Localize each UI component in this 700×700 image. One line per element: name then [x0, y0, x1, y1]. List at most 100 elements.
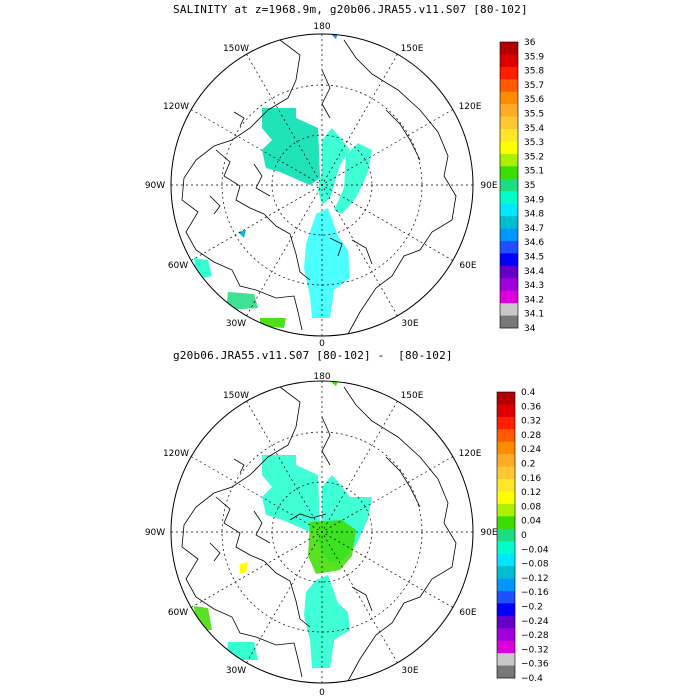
colorbar-swatch — [500, 265, 518, 279]
lon-label-150w: 150W — [223, 44, 249, 54]
panel1-map: 180 150W 150E 120W 120E 90W 90E 60W 60E … — [145, 22, 498, 349]
colorbar-swatch — [500, 178, 518, 192]
panel1-colorbar: 36 35.9 35.8 35.7 35.6 35.5 35.4 35.3 35.2 35.1 35… — [499, 38, 544, 334]
lon-label-60e: 60E — [459, 261, 476, 271]
colorbar-tick-label: 0.24 — [521, 445, 541, 455]
colorbar-swatch — [497, 628, 515, 641]
colorbar-swatch — [497, 528, 515, 542]
colorbar-tick-label: 36 — [524, 38, 536, 48]
colorbar-tick-label: 34.7 — [524, 224, 544, 234]
colorbar-swatch — [500, 129, 518, 142]
colorbar-tick-label: 0.12 — [521, 488, 541, 498]
colorbar-swatch — [500, 141, 518, 155]
colorbar-swatch — [500, 290, 518, 304]
colorbar-swatch — [500, 54, 518, 68]
colorbar-tick-label: 0.2 — [521, 460, 535, 470]
panel2-colorbar: 0.4 0.36 0.32 0.28 0.24 0.2 0.16 0.12 0.08 0.04 0 −… — [496, 388, 549, 684]
colorbar-tick-label: 35.3 — [524, 138, 544, 148]
colorbar-tick-label: 34.5 — [524, 253, 544, 263]
colorbar-swatch — [497, 653, 515, 666]
lon-label-150w: 150W — [223, 391, 249, 401]
lon-label-120e: 120E — [459, 449, 482, 459]
colorbar-swatch — [500, 42, 518, 55]
colorbar-swatch — [500, 240, 518, 254]
colorbar-tick-label: −0.04 — [521, 545, 549, 555]
colorbar-tick-label: −0.32 — [521, 645, 549, 655]
colorbar-tick-label: 0.36 — [521, 402, 541, 412]
lon-label-120w: 120W — [163, 449, 189, 459]
colorbar-tick-label: 34.9 — [524, 195, 544, 205]
panel1-salinity-field — [181, 34, 457, 335]
colorbar-swatch — [497, 516, 515, 530]
colorbar-swatch — [500, 216, 518, 229]
colorbar-tick-label: −0.36 — [521, 660, 549, 670]
colorbar-swatch — [500, 191, 518, 204]
colorbar-swatch — [497, 479, 515, 492]
colorbar-swatch — [497, 503, 515, 517]
lon-label-0: 0 — [319, 688, 325, 698]
lon-label-30w: 30W — [226, 319, 246, 329]
lon-label-120e: 120E — [459, 102, 482, 112]
lon-label-90w: 90W — [145, 181, 165, 191]
colorbar-tick-label: 35.5 — [524, 110, 544, 120]
colorbar-tick-label: 0.32 — [521, 417, 541, 427]
colorbar-tick-label: −0.08 — [521, 560, 549, 570]
colorbar-tick-label: 34.2 — [524, 295, 544, 305]
colorbar-swatch — [500, 79, 518, 93]
colorbar-tick-label: −0.4 — [521, 674, 543, 684]
colorbar-tick-label: 0.4 — [521, 388, 536, 398]
lon-label-60w: 60W — [168, 261, 188, 271]
colorbar-swatch — [497, 566, 515, 579]
colorbar-swatch — [497, 441, 515, 455]
lon-label-30e: 30E — [401, 319, 418, 329]
colorbar-swatch — [497, 429, 515, 443]
panel2-longitude-labels: 180 150W 150E 120W 120E 90W 90E 60W 60E … — [145, 372, 498, 698]
colorbar-frame — [499, 41, 519, 329]
colorbar-tick-label: 35.1 — [524, 167, 544, 177]
colorbar-swatch — [500, 104, 518, 117]
colorbar-tick-label: 35.9 — [524, 52, 544, 62]
colorbar-tick-label: 0.16 — [521, 474, 541, 484]
lon-label-90e: 90E — [480, 181, 497, 191]
lon-label-180: 180 — [313, 372, 330, 382]
colorbar-swatch — [497, 392, 515, 405]
colorbar-tick-label: 0.08 — [521, 502, 541, 512]
colorbar-tick-label: 35.4 — [524, 124, 544, 134]
lon-label-120w: 120W — [163, 102, 189, 112]
lon-label-90e: 90E — [480, 528, 497, 538]
colorbar-swatch — [497, 454, 515, 467]
colorbar-swatch — [500, 278, 518, 291]
colorbar-swatch — [500, 153, 518, 167]
colorbar-swatch — [497, 404, 515, 418]
colorbar-swatch — [497, 603, 515, 617]
lon-label-60w: 60W — [168, 608, 188, 618]
colorbar-tick-label: −0.2 — [521, 603, 543, 613]
colorbar-swatch — [497, 416, 515, 430]
colorbar-swatch — [500, 116, 518, 130]
colorbar-tick-label: 0.04 — [521, 517, 541, 527]
lon-label-60e: 60E — [459, 608, 476, 618]
colorbar-tick-label: 35.7 — [524, 81, 544, 91]
colorbar-tick-label: 34 — [524, 324, 536, 334]
lon-label-90w: 90W — [145, 528, 165, 538]
colorbar-tick-label: −0.16 — [521, 588, 549, 598]
lon-label-180: 180 — [313, 22, 330, 32]
lon-label-150e: 150E — [401, 391, 424, 401]
colorbar-swatch — [500, 303, 518, 316]
colorbar-swatch — [497, 615, 515, 629]
colorbar-tick-label: 35.8 — [524, 67, 544, 77]
colorbar-tick-label: 34.3 — [524, 281, 544, 291]
colorbar-frame — [496, 391, 516, 679]
colorbar-tick-label: 34.1 — [524, 310, 544, 320]
panel1-longitude-labels: 180 150W 150E 120W 120E 90W 90E 60W 60E … — [145, 22, 498, 349]
lon-label-30w: 30W — [226, 666, 246, 676]
colorbar-swatch — [500, 91, 518, 105]
colorbar-swatch — [497, 590, 515, 604]
colorbar-swatch — [500, 203, 518, 217]
colorbar-tick-label: 35 — [524, 181, 535, 191]
panel2-map: 180 150W 150E 120W 120E 90W 90E 60W 60E … — [145, 372, 498, 698]
lon-label-150e: 150E — [401, 44, 424, 54]
lon-label-0: 0 — [319, 339, 325, 349]
colorbar-swatch — [500, 166, 518, 180]
colorbar-tick-label: 34.6 — [524, 238, 544, 248]
